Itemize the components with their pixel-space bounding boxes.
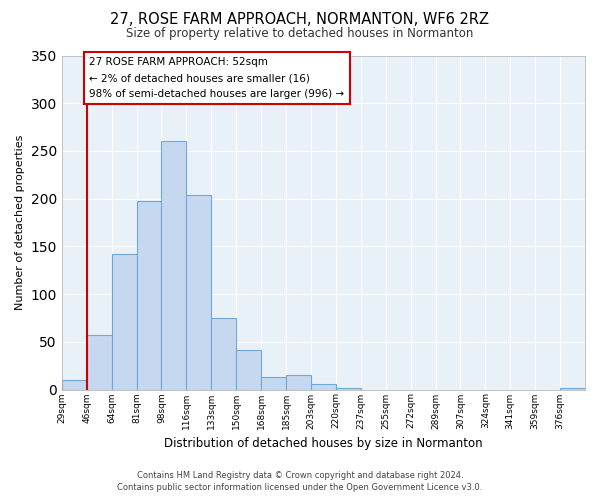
Bar xyxy=(261,377,286,390)
Bar xyxy=(311,384,336,390)
Text: 27 ROSE FARM APPROACH: 52sqm
← 2% of detached houses are smaller (16)
98% of sem: 27 ROSE FARM APPROACH: 52sqm ← 2% of det… xyxy=(89,58,344,98)
Bar xyxy=(560,388,585,390)
Y-axis label: Number of detached properties: Number of detached properties xyxy=(15,135,25,310)
Text: Contains HM Land Registry data © Crown copyright and database right 2024.
Contai: Contains HM Land Registry data © Crown c… xyxy=(118,471,482,492)
Text: Size of property relative to detached houses in Normanton: Size of property relative to detached ho… xyxy=(127,28,473,40)
Bar xyxy=(286,375,311,390)
Bar xyxy=(336,388,361,390)
Bar xyxy=(137,200,161,390)
Bar xyxy=(211,318,236,390)
Bar xyxy=(87,335,112,390)
Bar xyxy=(236,350,261,390)
X-axis label: Distribution of detached houses by size in Normanton: Distribution of detached houses by size … xyxy=(164,437,483,450)
Bar xyxy=(62,380,87,390)
Bar xyxy=(161,142,187,390)
Text: 27, ROSE FARM APPROACH, NORMANTON, WF6 2RZ: 27, ROSE FARM APPROACH, NORMANTON, WF6 2… xyxy=(110,12,490,28)
Bar xyxy=(187,195,211,390)
Bar xyxy=(112,254,137,390)
